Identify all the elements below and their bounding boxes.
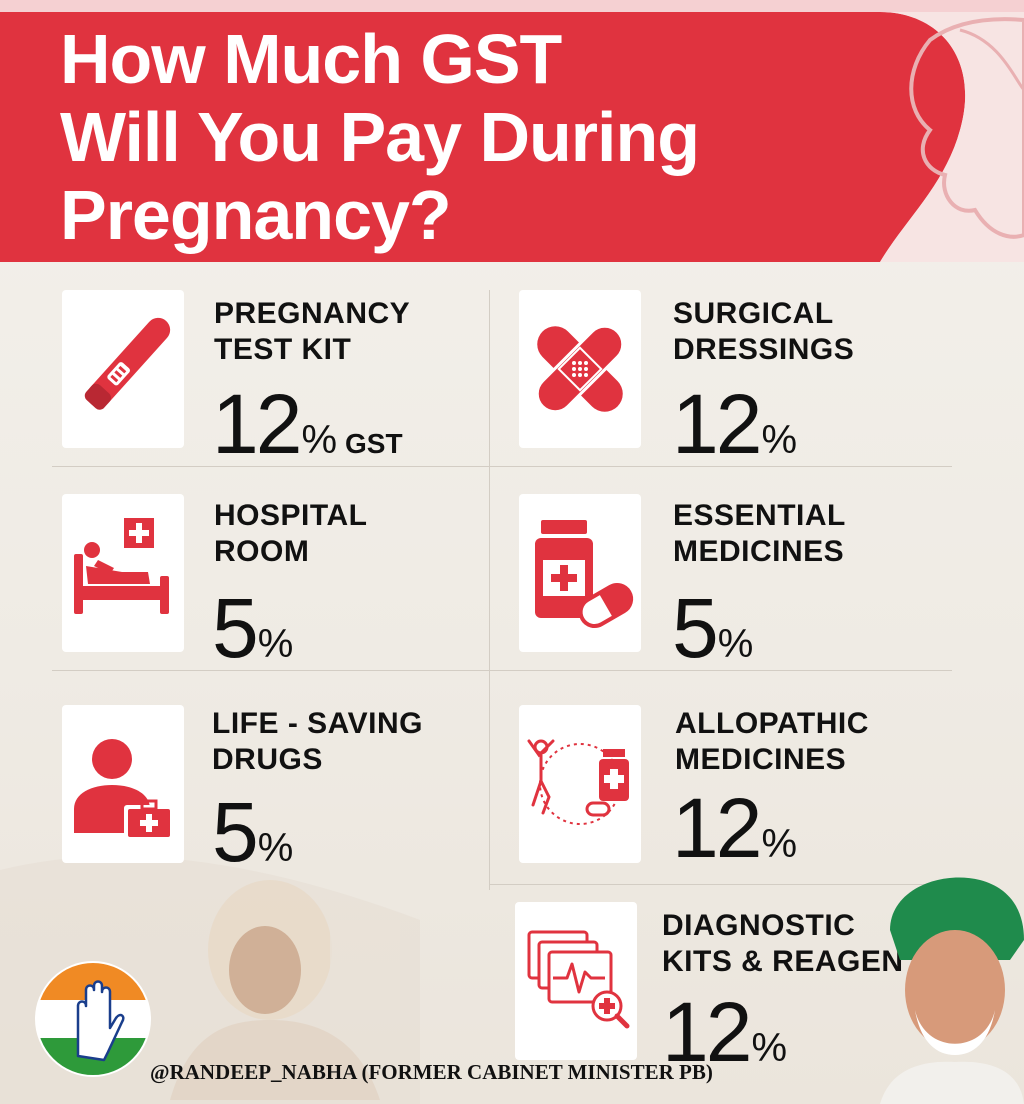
item-rate-life-saving-drugs: 5% <box>212 785 294 879</box>
item-card-hospital-room <box>62 494 184 652</box>
item-rate-hospital-room: 5% <box>212 581 294 675</box>
patient-medkit-icon <box>74 739 174 841</box>
item-card-essential-medicines <box>519 494 641 652</box>
item-rate-surgical-dressings: 12% <box>672 377 798 471</box>
item-card-diagnostic-kits <box>515 902 637 1060</box>
item-rate-essential-medicines: 5% <box>672 581 754 675</box>
item-rate-diagnostic-kits: 12% <box>662 985 788 1079</box>
title-line-1: How Much GST <box>60 20 562 98</box>
item-card-surgical-dressings <box>519 290 641 448</box>
item-label-allopathic-medicines: ALLOPATHIC MEDICINES <box>675 707 869 776</box>
title-line-2: Will You Pay During <box>60 98 700 176</box>
item-label-pregnancy-test-kit: PREGNANCY TEST KIT <box>214 297 411 366</box>
party-logo <box>35 961 151 1077</box>
item-card-pregnancy-test-kit <box>62 290 184 448</box>
column-divider <box>489 290 490 890</box>
item-card-life-saving-drugs <box>62 705 184 863</box>
patient-photo <box>170 880 400 1100</box>
item-label-surgical-dressings: SURGICAL DRESSINGS <box>673 297 855 366</box>
item-label-essential-medicines: ESSENTIAL MEDICINES <box>673 499 846 568</box>
item-card-allopathic-medicines <box>519 705 641 863</box>
pregnancy-test-icon <box>84 317 171 410</box>
title-banner <box>0 12 966 262</box>
medicine-bottle-icon <box>535 520 634 628</box>
item-label-hospital-room: HOSPITAL ROOM <box>214 499 368 568</box>
item-rate-pregnancy-test-kit: 12% GST <box>212 377 403 471</box>
item-rate-allopathic-medicines: 12% <box>672 781 798 875</box>
row-divider-2 <box>52 670 952 671</box>
title-line-3: Pregnancy? <box>60 176 452 254</box>
item-label-life-saving-drugs: LIFE - SAVING DRUGS <box>212 707 423 776</box>
row-divider-1 <box>52 466 952 467</box>
body-medicine-cycle-icon <box>527 739 629 825</box>
minister-photo <box>880 877 1024 1104</box>
bandage-icon <box>535 324 625 414</box>
item-label-diagnostic-kits: DIAGNOSTIC KITS & REAGEN <box>662 909 904 978</box>
author-handle: @RANDEEP_NABHA (FORMER CABINET MINISTER … <box>150 1060 713 1084</box>
diagnostic-monitor-icon <box>527 930 630 1029</box>
row-divider-3 <box>489 884 959 885</box>
hospital-bed-icon <box>74 518 169 614</box>
